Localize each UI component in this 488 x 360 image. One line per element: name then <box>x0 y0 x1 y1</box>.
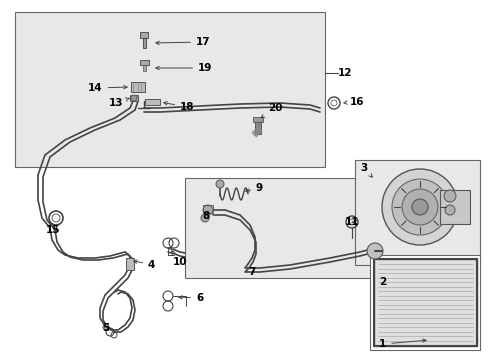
Bar <box>354 160 479 265</box>
Bar <box>15 12 325 167</box>
Text: 5: 5 <box>102 323 109 333</box>
Text: 4: 4 <box>134 260 155 270</box>
Bar <box>130 95 138 101</box>
Bar <box>439 190 469 224</box>
Circle shape <box>391 179 447 235</box>
Text: 19: 19 <box>156 63 212 73</box>
Text: 8: 8 <box>202 211 209 221</box>
Text: 1: 1 <box>378 339 425 349</box>
Circle shape <box>366 243 382 259</box>
Circle shape <box>444 205 454 215</box>
Text: 14: 14 <box>88 83 127 93</box>
Circle shape <box>103 324 109 330</box>
Circle shape <box>216 180 224 188</box>
Text: 3: 3 <box>359 163 372 177</box>
Bar <box>252 117 263 122</box>
Bar <box>131 82 145 92</box>
Text: 16: 16 <box>343 97 364 107</box>
Text: 7: 7 <box>247 267 255 277</box>
Text: 11: 11 <box>345 217 359 227</box>
Circle shape <box>131 95 137 101</box>
Circle shape <box>411 199 427 215</box>
Bar <box>145 99 160 105</box>
Text: 9: 9 <box>245 183 263 193</box>
Circle shape <box>401 189 437 225</box>
Circle shape <box>203 205 213 215</box>
Text: 20: 20 <box>261 103 282 118</box>
Circle shape <box>443 190 455 202</box>
Bar <box>369 255 479 350</box>
Circle shape <box>201 214 208 222</box>
Bar <box>140 60 149 65</box>
Bar <box>140 32 148 38</box>
Circle shape <box>381 169 457 245</box>
Bar <box>184 178 374 278</box>
Text: 2: 2 <box>378 277 386 287</box>
Text: 18: 18 <box>163 102 194 112</box>
Text: 10: 10 <box>171 251 187 267</box>
Text: 17: 17 <box>156 37 210 47</box>
Bar <box>254 120 261 134</box>
Bar <box>373 259 476 346</box>
Text: 13: 13 <box>109 98 129 108</box>
Bar <box>142 65 146 71</box>
Bar <box>142 38 146 48</box>
Text: 12: 12 <box>337 68 352 78</box>
Bar <box>126 258 134 270</box>
Text: 6: 6 <box>179 293 203 303</box>
Bar <box>203 205 213 213</box>
Text: 15: 15 <box>46 222 61 235</box>
